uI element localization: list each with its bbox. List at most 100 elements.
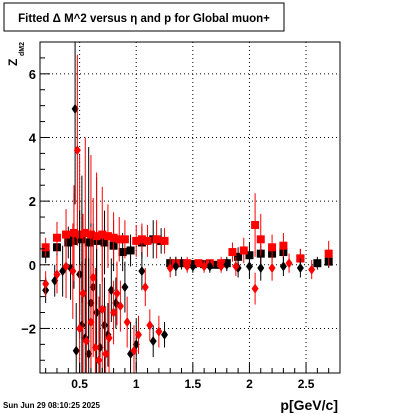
data-point <box>81 228 90 237</box>
data-point <box>228 248 237 257</box>
y-axis-label: Z dM2 <box>6 42 26 66</box>
data-point <box>116 301 124 312</box>
data-point <box>155 326 163 337</box>
x-tick-label: 1 <box>133 377 140 391</box>
data-point <box>98 230 107 239</box>
data-point <box>100 238 109 247</box>
data-point <box>137 235 146 244</box>
data-point <box>296 262 304 273</box>
data-point <box>313 259 322 268</box>
data-point <box>152 235 161 244</box>
data-point <box>143 236 152 245</box>
data-point <box>53 269 61 280</box>
data-point <box>232 261 240 272</box>
data-point <box>183 261 191 272</box>
data-point <box>109 233 118 242</box>
data-point <box>166 262 174 273</box>
data-point <box>194 259 203 268</box>
data-point <box>200 261 208 272</box>
data-point <box>211 260 220 269</box>
y-tick-label: 0 <box>29 258 36 273</box>
data-point <box>95 355 103 366</box>
data-point <box>85 348 93 359</box>
data-point <box>103 232 112 241</box>
data-point <box>82 336 90 347</box>
data-point <box>138 266 146 277</box>
x-axis-label: p[GeV/c] <box>280 397 338 413</box>
data-point <box>110 307 118 318</box>
data-point <box>64 238 73 247</box>
data-point <box>308 264 316 275</box>
data-point <box>87 317 95 328</box>
data-point <box>160 236 169 245</box>
data-point <box>98 304 106 315</box>
title-box: Fitted Δ M^2 versus η and p for Global m… <box>3 2 285 32</box>
data-point <box>123 317 131 328</box>
data-point <box>72 345 80 356</box>
data-point <box>245 261 253 272</box>
timestamp: Sun Jun 29 08:10:25 2025 <box>3 401 100 410</box>
data-point <box>126 246 135 255</box>
data-point <box>113 288 121 299</box>
data-point <box>79 288 87 299</box>
data-point <box>268 243 277 252</box>
y-tick-label: 4 <box>29 130 37 145</box>
x-tick-label: 2 <box>246 377 253 391</box>
data-point <box>92 232 101 241</box>
data-point <box>149 336 157 347</box>
data-point <box>217 261 225 272</box>
data-point <box>132 236 141 245</box>
data-point <box>161 329 169 340</box>
data-point <box>206 261 214 272</box>
data-point <box>279 241 288 250</box>
data-point <box>105 332 113 343</box>
data-point <box>76 323 84 334</box>
data-point <box>41 243 50 252</box>
data-point <box>251 283 259 294</box>
y-axis-label-main: Z <box>6 59 20 66</box>
data-point <box>134 329 142 340</box>
series-red-diamond <box>42 54 316 373</box>
data-point <box>251 221 260 230</box>
data-point <box>324 249 333 258</box>
data-point <box>120 235 129 244</box>
data-point <box>71 103 79 114</box>
data-point <box>93 307 101 318</box>
data-point <box>101 320 109 331</box>
plot-frame <box>39 41 341 374</box>
data-point <box>172 261 180 272</box>
data-point <box>285 258 293 269</box>
data-markers <box>41 42 333 373</box>
data-point <box>118 248 127 257</box>
data-point <box>96 342 104 353</box>
data-point <box>69 266 77 277</box>
data-point <box>257 262 265 273</box>
y-tick-label: −2 <box>21 321 36 336</box>
y-tick-label: 2 <box>29 194 36 209</box>
data-point <box>107 285 115 296</box>
data-point <box>141 282 149 293</box>
x-tick-label: 1.5 <box>184 377 201 391</box>
data-point <box>91 342 99 353</box>
data-point <box>189 261 197 272</box>
chart-title: Fitted Δ M^2 versus η and p for Global m… <box>18 13 270 25</box>
data-point <box>177 259 186 268</box>
data-point <box>62 261 70 272</box>
data-point <box>130 345 138 356</box>
data-point <box>268 262 276 273</box>
data-point <box>279 261 287 272</box>
data-point <box>89 272 97 283</box>
y-tick-label: 6 <box>29 67 36 82</box>
data-point <box>102 348 110 359</box>
data-point <box>121 282 129 293</box>
data-point <box>115 235 124 244</box>
data-point <box>223 259 231 270</box>
data-point <box>256 235 265 244</box>
y-axis-label-sub: dM2 <box>19 42 26 56</box>
data-point <box>146 320 154 331</box>
x-tick-label: 0.5 <box>71 377 88 391</box>
data-point <box>42 278 50 289</box>
data-point <box>239 246 248 255</box>
data-point <box>73 145 81 156</box>
